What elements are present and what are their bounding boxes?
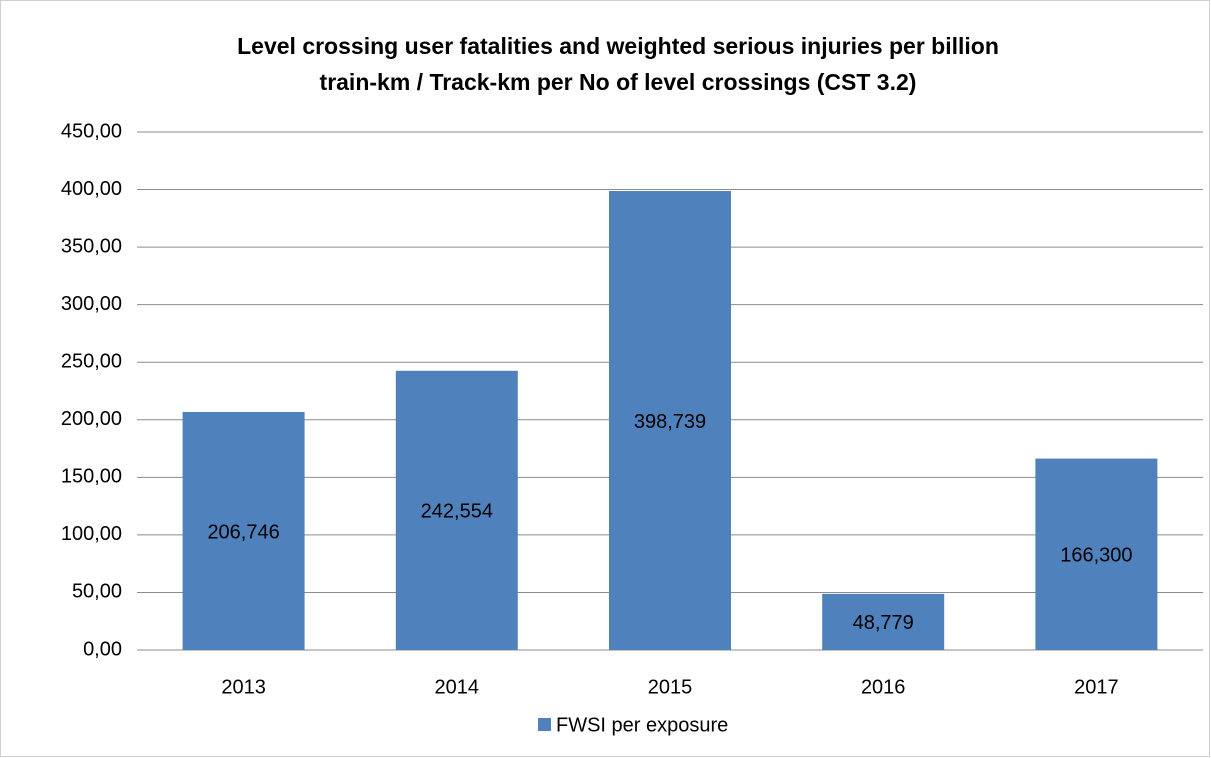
chart-title: Level crossing user fatalities and weigh… xyxy=(237,33,999,59)
x-tick-label: 2016 xyxy=(861,676,906,698)
y-tick-label: 350,00 xyxy=(61,235,122,257)
y-tick-label: 300,00 xyxy=(61,293,122,315)
x-tick-label: 2014 xyxy=(435,676,480,698)
x-tick-label: 2013 xyxy=(221,676,266,698)
y-tick-label: 450,00 xyxy=(61,120,122,142)
bar xyxy=(395,370,518,650)
bar xyxy=(182,412,305,650)
data-label: 242,554 xyxy=(421,501,493,523)
y-tick-label: 200,00 xyxy=(61,408,122,430)
legend-label: FWSI per exposure xyxy=(556,714,728,736)
bar xyxy=(822,593,945,650)
y-tick-label: 100,00 xyxy=(61,523,122,545)
y-tick-label: 150,00 xyxy=(61,466,122,488)
data-label: 48,779 xyxy=(853,612,914,634)
data-label: 166,300 xyxy=(1060,545,1132,567)
bar xyxy=(609,191,731,650)
legend-swatch xyxy=(538,718,551,731)
bar xyxy=(1035,458,1158,650)
x-tick-label: 2015 xyxy=(648,676,693,698)
y-tick-label: 400,00 xyxy=(61,178,122,200)
data-label: 398,739 xyxy=(634,411,706,433)
y-tick-label: 0,00 xyxy=(83,638,122,660)
y-tick-label: 250,00 xyxy=(61,351,122,373)
x-tick-label: 2017 xyxy=(1074,676,1119,698)
data-label: 206,746 xyxy=(207,521,279,543)
y-tick-label: 50,00 xyxy=(72,581,122,603)
chart-title: train-km / Track-km per No of level cros… xyxy=(320,69,917,95)
